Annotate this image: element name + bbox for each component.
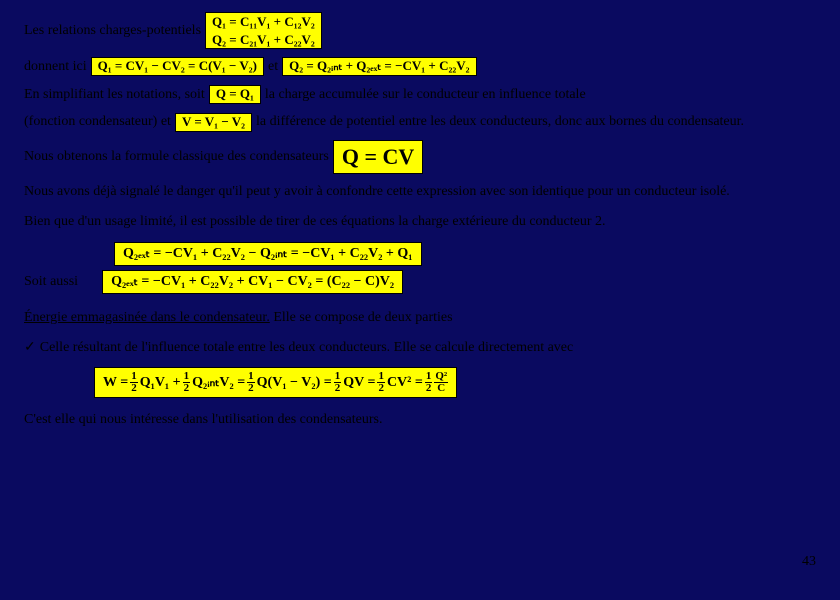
- compose-text: Elle se compose de deux parties: [270, 310, 453, 325]
- slide-number: 43: [802, 554, 816, 570]
- eq-q2ext2: Q₂ₑₓₜ = −CV₁ + C₂₂V₂ + CV₁ − CV₂ = (C₂₂ …: [102, 270, 403, 294]
- eq-w: W = 12Q₁V₁ + 12Q₂ᵢₙₜV₂ = 12Q(V₁ − V₂) = …: [94, 367, 457, 398]
- danger-text: Nous avons déjà signalé le danger qu'il …: [24, 182, 816, 202]
- intro-text: Les relations charges-potentiels: [24, 21, 201, 41]
- eq-q1cv: Q₁ = CV₁ − CV₂ = C(V₁ − V₂): [91, 57, 264, 76]
- diffpot-text: la différence de potentiel entre les deu…: [256, 112, 744, 132]
- fonction-text: (fonction condensateur) et: [24, 112, 171, 132]
- eq-q2ext1: Q₂ₑₓₜ = −CV₁ + C₂₂V₂ − Q₂ᵢₙₜ = −CV₁ + C₂…: [114, 242, 422, 266]
- energie-title: Énergie emmagasinée dans le condensateur…: [24, 310, 270, 325]
- donnent-text: donnent ici: [24, 57, 87, 77]
- et-text: et: [268, 57, 278, 77]
- celle-text: Celle résultant de l'influence totale en…: [24, 338, 816, 358]
- obtenons-text: Nous obtenons la formule classique des c…: [24, 147, 329, 167]
- simplif-text: En simplifiant les notations, soit: [24, 85, 205, 105]
- charge-acc-text: la charge accumulée sur le conducteur en…: [265, 85, 586, 105]
- bienque-text: Bien que d'un usage limité, il est possi…: [24, 212, 816, 232]
- eq-vv12: V = V₁ − V₂: [175, 113, 252, 132]
- soit-text: Soit aussi: [24, 272, 78, 292]
- eq-system: Q₁ = C₁₁V₁ + C₁₂V₂ Q₂ = C₂₁V₁ + C₂₂V₂: [205, 12, 322, 49]
- cest-text: C'est elle qui nous intéresse dans l'uti…: [24, 410, 816, 430]
- eq-q2sum: Q₂ = Q₂ᵢₙₜ + Q₂ₑₓₜ = −CV₁ + C₂₂V₂: [282, 57, 476, 76]
- eq-qq1: Q = Q₁: [209, 85, 261, 104]
- eq-qcv: Q = CV: [333, 140, 423, 175]
